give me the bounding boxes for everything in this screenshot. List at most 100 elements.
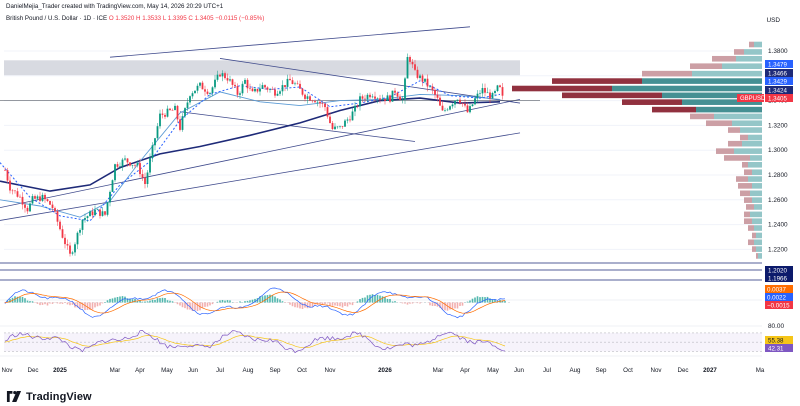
macd-histogram-bar: [404, 302, 406, 304]
macd-histogram-bar: [481, 296, 484, 303]
candle-body: [16, 191, 19, 197]
rsi-label-value: 42.31: [768, 345, 784, 352]
macd-histogram-bar: [381, 296, 384, 303]
candle-body: [404, 78, 406, 100]
candle-body: [104, 211, 106, 215]
candle-body: [189, 96, 191, 103]
time-tick-label: May: [487, 367, 500, 374]
macd-histogram-bar: [436, 302, 439, 307]
macd-histogram-bar: [309, 302, 311, 308]
candle-body: [121, 159, 124, 167]
time-tick-label: Nov: [324, 367, 336, 374]
macd-histogram-bar: [411, 302, 414, 304]
candle-body: [386, 95, 389, 101]
macd-histogram-bar: [349, 302, 351, 305]
vp-bar-up: [714, 113, 762, 120]
macd-histogram-bar: [394, 301, 396, 303]
macd-line: [4, 287, 506, 319]
macd-histogram-bar: [419, 302, 421, 304]
macd-histogram-bar: [386, 298, 389, 303]
vp-bar-down: [740, 190, 750, 197]
macd-label-box: [765, 285, 793, 293]
candle-body: [459, 99, 461, 103]
candle-body: [151, 145, 154, 158]
candle-body: [439, 97, 441, 106]
vp-bar-down: [706, 120, 732, 127]
macd-histogram-bar: [251, 299, 254, 303]
candle-body: [14, 190, 16, 192]
candle-body: [231, 79, 234, 85]
candle-body: [366, 94, 369, 100]
macd-histogram-bar: [224, 300, 226, 303]
vp-bar-up: [744, 49, 762, 55]
price-label-value: 1.3429: [768, 78, 787, 85]
macd-label-value: −0.0015: [767, 302, 790, 309]
candle-body: [131, 165, 134, 166]
candle-body: [451, 104, 454, 107]
candle-body: [66, 244, 69, 246]
macd-histogram-bar: [391, 301, 394, 303]
macd-histogram-bar: [401, 302, 404, 304]
candle-body: [399, 96, 401, 100]
macd-histogram-bar: [211, 302, 214, 305]
macd-histogram-bar: [331, 302, 334, 306]
macd-histogram-bar: [66, 302, 69, 305]
macd-histogram-bar: [351, 302, 354, 306]
candle-body: [289, 78, 291, 81]
candle-body: [219, 74, 221, 77]
candle-body: [201, 82, 204, 90]
macd-histogram-bar: [341, 302, 344, 308]
macd-histogram-bar: [84, 302, 86, 311]
macd-histogram-bar: [31, 301, 34, 303]
candle-body: [116, 164, 119, 167]
macd-histogram-bar: [89, 302, 91, 310]
macd-histogram-bar: [489, 298, 491, 303]
candle-body: [96, 209, 99, 210]
price-tick-label: 1.3200: [768, 122, 788, 129]
candle-body: [216, 74, 219, 80]
macd-histogram-bar: [4, 302, 6, 304]
vp-bar-down: [748, 225, 754, 231]
vp-bar-up: [748, 176, 762, 182]
rsi-line: [4, 330, 506, 354]
macd-histogram-bar: [226, 300, 229, 303]
candle-body: [26, 207, 29, 212]
price-label-value: 1.3466: [768, 70, 787, 77]
macd-histogram-bar: [179, 302, 181, 306]
vp-bar-up: [750, 155, 762, 161]
macd-histogram-bar: [196, 302, 199, 311]
macd-histogram-bar: [149, 300, 151, 303]
candle-body: [36, 196, 39, 199]
macd-histogram-bar: [471, 298, 474, 303]
macd-histogram-bar: [229, 300, 231, 303]
time-tick-label: Apr: [460, 367, 470, 374]
trendline: [219, 58, 521, 104]
candle-body: [391, 90, 394, 102]
time-tick-label: Aug: [242, 367, 254, 374]
candle-body: [161, 113, 164, 115]
currency-label: USD: [766, 17, 781, 24]
candle-body: [314, 101, 316, 103]
candle-body: [244, 79, 246, 84]
candle-body: [254, 88, 256, 92]
trendline: [0, 132, 521, 221]
candle-body: [246, 79, 249, 89]
macd-histogram-bar: [171, 301, 174, 303]
vp-bar-down: [744, 169, 752, 176]
candle-body: [444, 110, 446, 111]
time-tick-label: Jun: [188, 367, 199, 374]
macd-histogram-bar: [191, 302, 194, 311]
vp-bar-up: [758, 253, 762, 259]
macd-histogram-bar: [456, 302, 459, 309]
candle-body: [169, 108, 171, 110]
macd-histogram-bar: [311, 302, 314, 307]
macd-pane: [4, 287, 510, 319]
candle-body: [56, 211, 59, 222]
macd-histogram-bar: [474, 297, 476, 303]
candle-body: [61, 229, 64, 238]
time-tick-label: Oct: [297, 367, 307, 374]
macd-histogram-bar: [389, 299, 391, 303]
candle-body: [291, 80, 294, 84]
price-label-box: [765, 77, 793, 85]
